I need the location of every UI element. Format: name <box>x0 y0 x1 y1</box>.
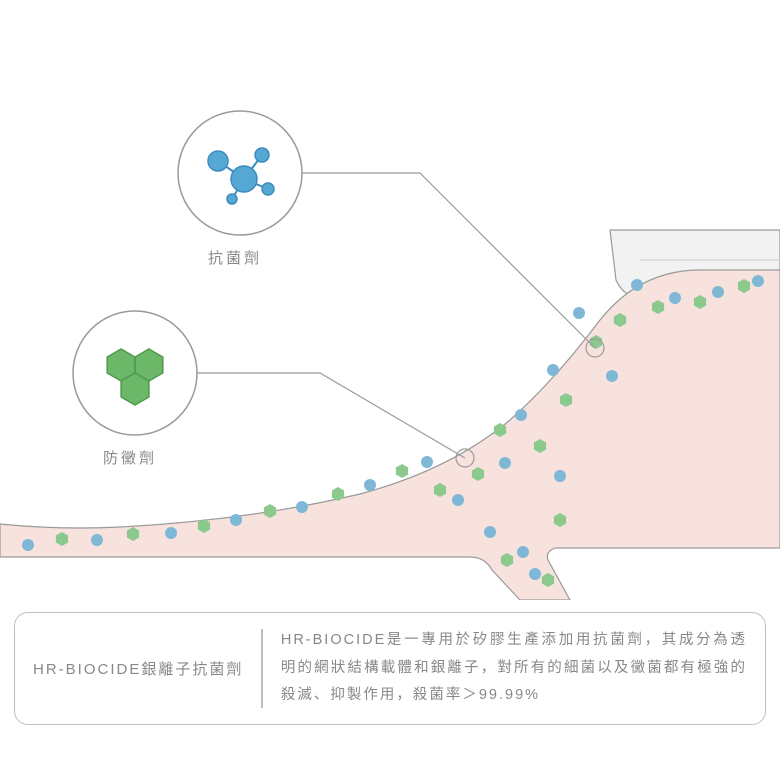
info-body: HR-BIOCIDE是一專用於矽膠生產添加用抗菌劑，其成分為透明的網狀結構載體和… <box>263 627 747 710</box>
bottom-callout-label: 防黴劑 <box>103 447 157 468</box>
callout-circles <box>73 111 302 435</box>
diagram-stage: 抗菌劑 防黴劑 HR-BIOCIDE銀離子抗菌劑 HR-BIOCIDE是一專用於… <box>0 0 780 780</box>
info-title: HR-BIOCIDE銀離子抗菌劑 <box>33 627 261 710</box>
diagram-svg <box>0 0 780 600</box>
top-callout-label: 抗菌劑 <box>208 247 262 268</box>
info-box: HR-BIOCIDE銀離子抗菌劑 HR-BIOCIDE是一專用於矽膠生產添加用抗… <box>14 612 766 725</box>
